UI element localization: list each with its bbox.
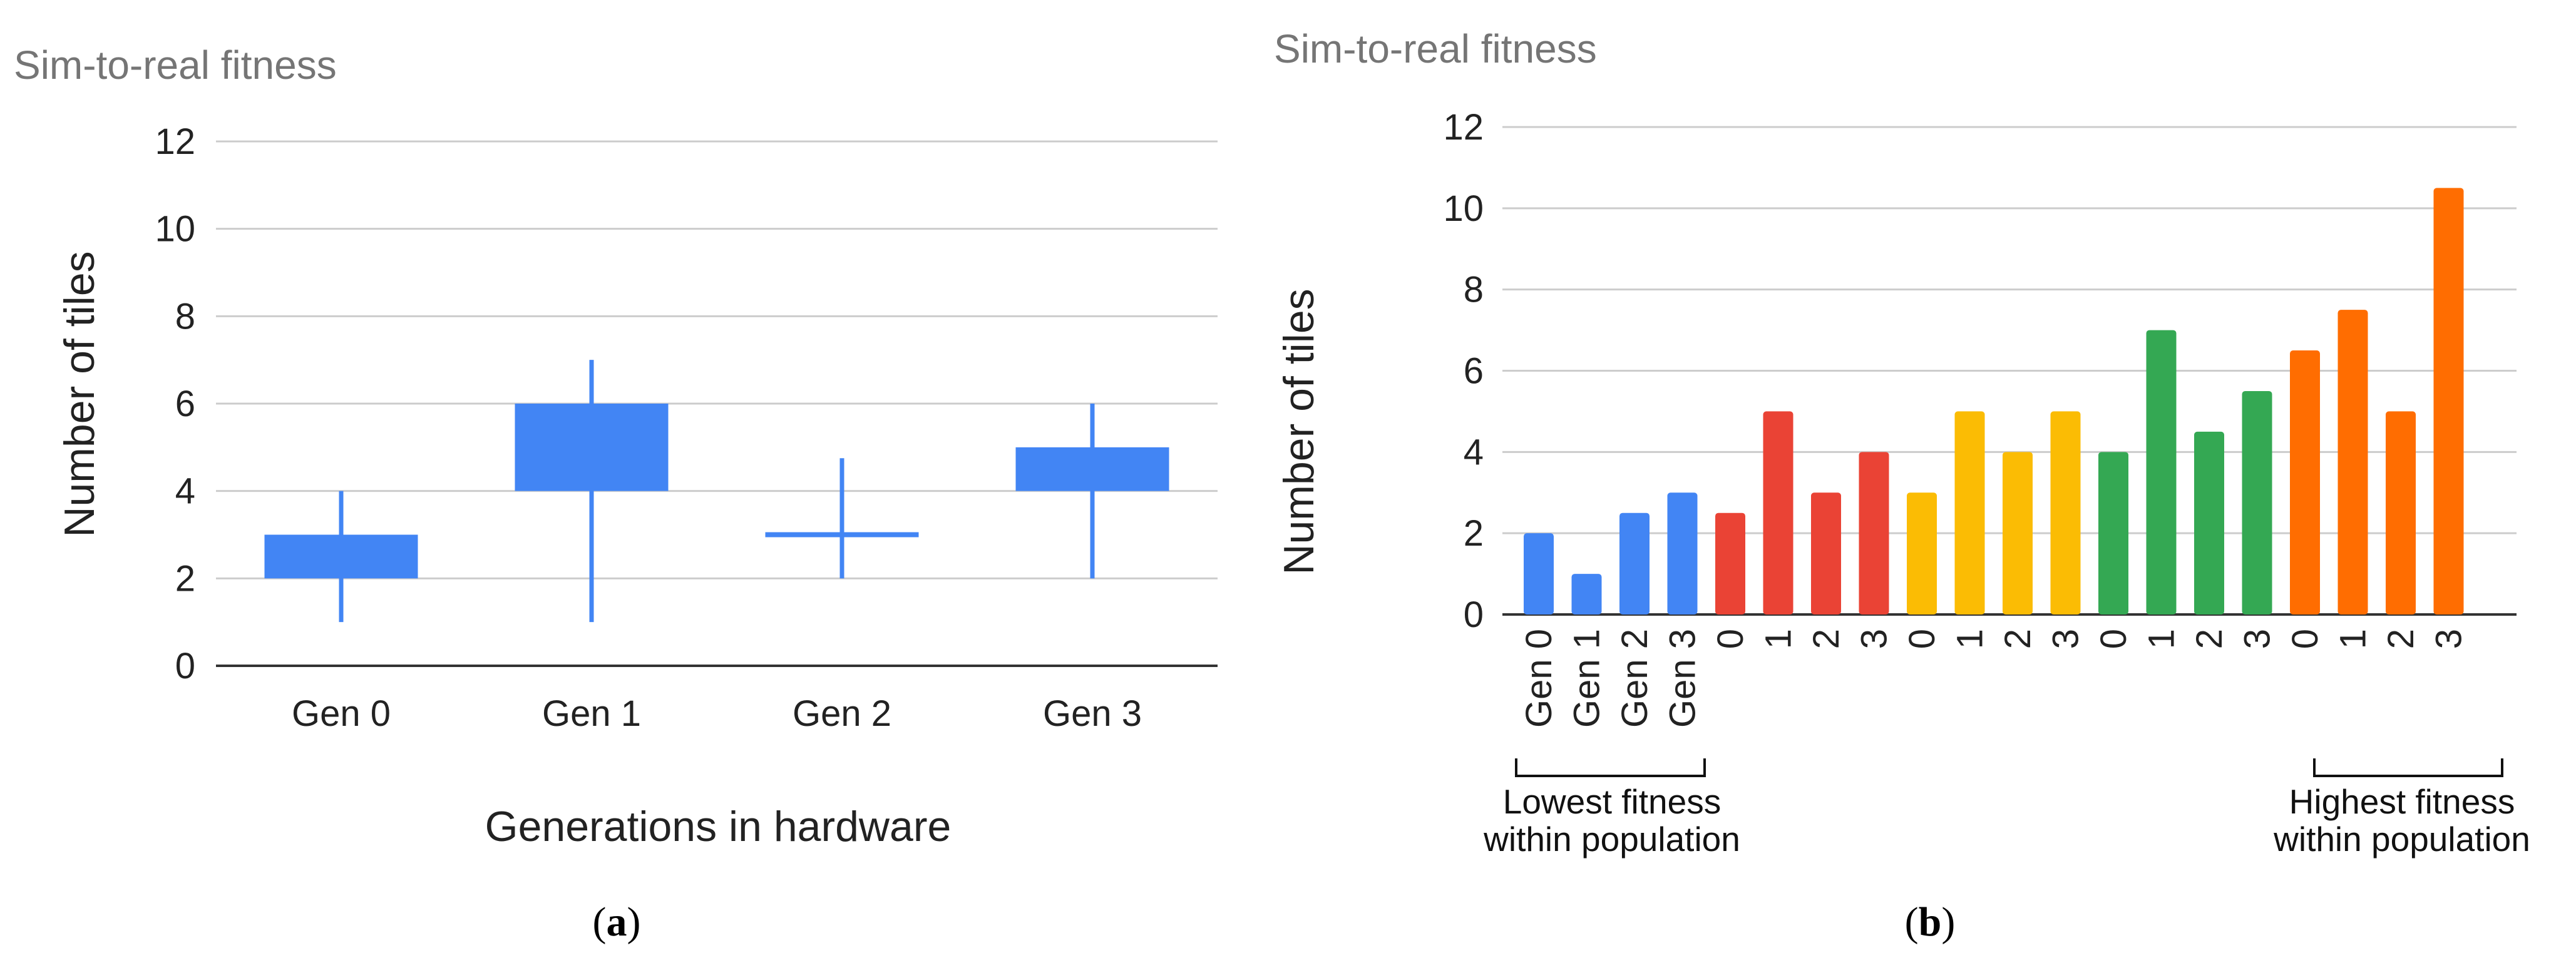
bar [1954,411,1985,614]
caption-a: (a) [593,899,641,945]
candle-body [264,534,418,579]
bar [1667,492,1698,614]
chart-b-x-tick: 1 [2142,629,2182,649]
chart-b-y-tick-labels: 0 2 4 6 8 10 12 [1443,107,1484,635]
chart-a-y-tick: 8 [175,296,195,337]
bar [2098,452,2128,614]
chart-b-x-tick: 3 [2429,629,2470,649]
chart-b-x-tick: 0 [1710,629,1751,649]
chart-a: Sim-to-real fitness 0 2 4 6 8 10 12 Gen 0 Gen 1… [14,43,1218,945]
bar [2146,330,2177,614]
bar [1524,533,1554,614]
chart-b-y-tick: 6 [1464,351,1484,392]
chart-b-y-tick: 2 [1464,513,1484,554]
chart-a-y-tick: 12 [155,121,195,162]
highest-fitness-label-line2: within population [2273,820,2530,859]
chart-b-x-tick: 3 [1854,629,1895,649]
chart-a-y-tick: 2 [175,558,195,599]
chart-b-x-tick: 1 [2333,629,2374,649]
chart-b-y-tick: 10 [1443,188,1484,229]
chart-a-y-tick: 0 [175,646,195,686]
bar [1619,512,1650,614]
chart-a-gridlines [216,140,1218,667]
chart-b-y-tick: 12 [1443,107,1484,148]
bar [1811,492,1841,614]
chart-b-x-tick: Gen 0 [1519,629,1559,728]
chart-b-x-tick: 2 [2189,629,2230,649]
chart-a-x-tick: Gen 2 [793,693,891,734]
chart-b-bars [1524,188,2464,614]
bar [2386,411,2416,614]
chart-b-x-tick: 2 [1806,629,1847,649]
chart-b-x-tick: Gen 2 [1614,629,1655,728]
chart-a-x-tick: Gen 3 [1043,693,1142,734]
chart-b-y-axis-title: Number of tiles [1275,288,1323,574]
chart-b-x-tick: Gen 1 [1567,629,1608,728]
bar [2194,431,2224,614]
chart-b-x-tick: Gen 3 [1663,629,1703,728]
chart-b-y-tick: 0 [1464,594,1484,635]
bar [1859,452,1889,614]
candle-body [765,532,919,538]
highest-fitness-label-line1: Highest fitness [2289,782,2515,821]
chart-a-y-tick-labels: 0 2 4 6 8 10 12 [155,121,195,686]
chart-b-x-tick: 0 [2285,629,2326,649]
bar [2337,310,2368,614]
chart-a-x-tick: Gen 1 [542,693,641,734]
lowest-fitness-label-line2: within population [1483,820,1740,859]
highest-fitness-bracket [2313,758,2503,777]
chart-a-title: Sim-to-real fitness [14,43,337,88]
caption-b: (b) [1905,899,1956,945]
chart-a-x-tick: Gen 0 [292,693,391,734]
chart-a-candles [264,360,1169,623]
chart-a-y-tick: 4 [175,471,195,512]
chart-a-y-tick: 6 [175,384,195,424]
chart-b-y-tick: 4 [1464,432,1484,472]
chart-a-x-tick-labels: Gen 0 Gen 1 Gen 2 Gen 3 [292,693,1142,734]
bar [2050,411,2081,614]
chart-a-x-axis-title: Generations in hardware [485,803,952,850]
bar [1763,411,1793,614]
bar [1571,574,1602,614]
bar [1907,492,1937,614]
chart-b-x-tick: 2 [2381,629,2421,649]
chart-b-x-tick: 0 [2093,629,2134,649]
chart-b-x-tick: 3 [2046,629,2086,649]
bar [2290,350,2320,614]
chart-a-y-tick: 10 [155,209,195,250]
chart-b-y-tick: 8 [1464,270,1484,310]
candle-body [515,404,669,491]
lowest-fitness-label-line1: Lowest fitness [1503,782,1722,821]
chart-b-x-tick: 0 [1902,629,1942,649]
bar [2433,188,2464,614]
chart-b-x-tick: 1 [1758,629,1799,649]
bar [1715,512,1745,614]
candle-body [1015,447,1169,491]
bar [2003,452,2033,614]
lowest-fitness-bracket [1515,758,1706,777]
chart-b-x-tick: 3 [2237,629,2278,649]
chart-b-x-tick: 1 [1950,629,1991,649]
chart-b-x-tick: 2 [1998,629,2038,649]
chart-a-y-axis-title: Number of tiles [56,251,103,537]
chart-b-title: Sim-to-real fitness [1274,26,1597,71]
bar [2242,390,2272,614]
